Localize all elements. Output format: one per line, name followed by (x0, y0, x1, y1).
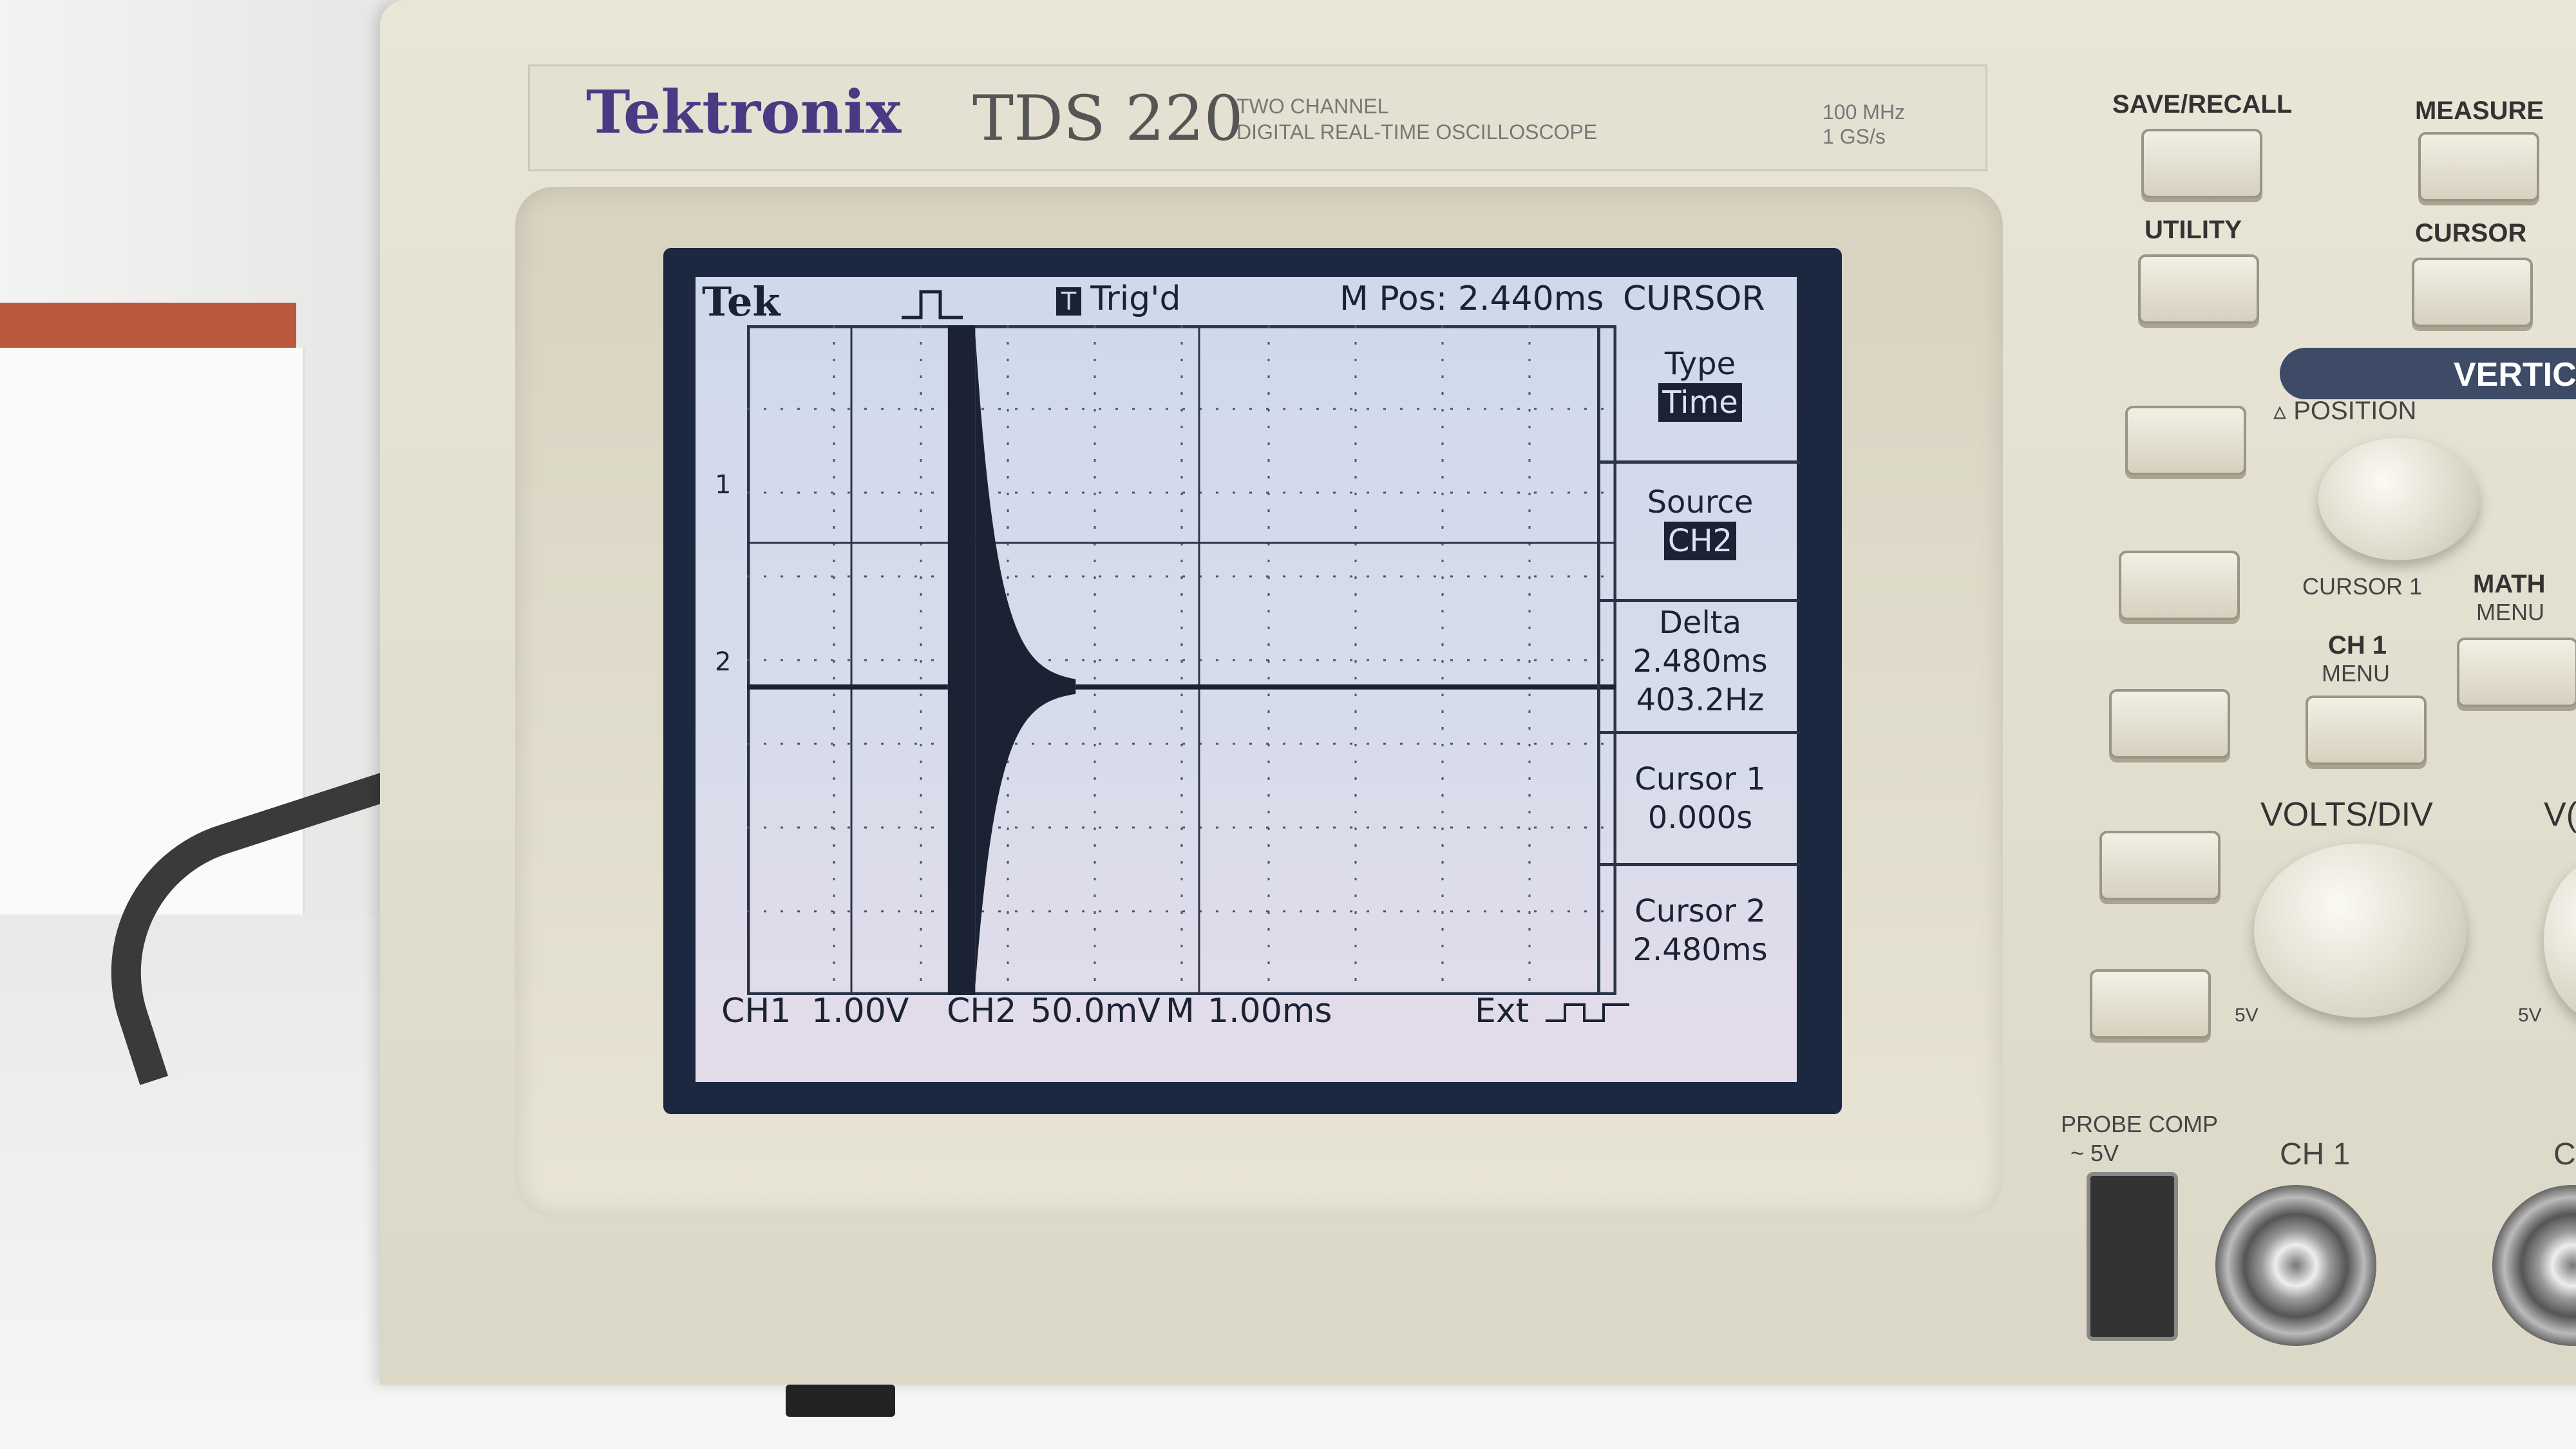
ch1-marker: 1 (715, 470, 732, 500)
menu-type-value: Time (1658, 383, 1742, 422)
menu-source[interactable]: Source CH2 (1600, 464, 1800, 602)
spec-bandwidth: 100 MHz (1823, 100, 1906, 124)
menu-cursor2-label: Cursor 2 (1634, 893, 1766, 929)
trigger-box: T (1056, 287, 1082, 316)
spec-label: 100 MHz 1 GS/s (1823, 100, 1905, 149)
m-label: M (1166, 992, 1195, 1030)
menu-cursor1[interactable]: Cursor 1 0.000s (1600, 734, 1800, 866)
ch1-scale: 1.00V (811, 992, 909, 1030)
menu-button-4[interactable] (2099, 831, 2221, 900)
ch1-bnc-connector[interactable] (2215, 1185, 2376, 1346)
menu-cursor1-label: Cursor 1 (1634, 761, 1766, 797)
menu-cursor2[interactable]: Cursor 2 2.480ms (1600, 866, 1800, 995)
tek-label: Tek (702, 278, 781, 325)
ch2-marker: 2 (715, 647, 732, 677)
menu-button-1[interactable] (2125, 406, 2246, 475)
menu-source-label: Source (1647, 484, 1754, 520)
probe-comp-terminal[interactable] (2087, 1172, 2178, 1341)
measure-button[interactable] (2418, 132, 2539, 202)
menu-delta-label: Delta (1658, 605, 1742, 641)
background-shelf (0, 303, 296, 353)
ch2-label: CH2 (947, 992, 1017, 1030)
trigger-status: T Trig'd (1056, 279, 1180, 318)
probe-comp-sub-label: ~ 5V (2070, 1140, 2119, 1166)
math-label: MATH (2473, 570, 2546, 598)
vertical-band (2280, 348, 2576, 399)
ch1-label: CH1 (721, 992, 791, 1030)
scope-foot (786, 1385, 895, 1417)
trigger-edge-icon (902, 290, 963, 319)
side-menu: Type Time Source CH2 Delta 2.480ms 403.2… (1597, 325, 1800, 995)
ext-label: Ext (1475, 992, 1530, 1030)
brand-strip (528, 64, 1987, 171)
ch2-scale: 50.0mV (1030, 992, 1161, 1030)
menu-type-label: Type (1664, 346, 1736, 382)
cursor-label: CURSOR (2415, 219, 2527, 247)
model-subtitle: TWO CHANNEL DIGITAL REAL-TIME OSCILLOSCO… (1236, 93, 1597, 145)
volts-div-label-2: V( (2544, 796, 2576, 833)
math-menu-label: MENU (2476, 599, 2544, 625)
spec-samplerate: 1 GS/s (1823, 125, 1886, 148)
five-volt-label-2: 5V (2518, 1005, 2542, 1026)
menu-button-5[interactable] (2090, 969, 2211, 1039)
utility-button[interactable] (2138, 254, 2259, 324)
volts-div-knob[interactable] (2254, 844, 2467, 1018)
probe-comp-label: PROBE COMP (2061, 1111, 2219, 1137)
cursor-button[interactable] (2412, 258, 2533, 327)
background-cabinet (0, 348, 305, 927)
subtitle-line-1: TWO CHANNEL (1236, 95, 1389, 118)
ch1-menu-sub-label: MENU (2322, 660, 2390, 687)
vertical-label: VERTIC (2454, 356, 2576, 393)
save-recall-button[interactable] (2141, 129, 2262, 198)
trigger-status-text: Trig'd (1090, 279, 1181, 318)
menu-cursor2-value: 2.480ms (1633, 932, 1768, 968)
position-label-text: POSITION (2293, 397, 2417, 425)
menu-delta-freq: 403.2Hz (1636, 682, 1765, 718)
brand-logo: Tektronix (586, 77, 902, 147)
measure-label: MEASURE (2415, 97, 2544, 125)
ch1-menu-button[interactable] (2306, 696, 2427, 765)
volts-div-label: VOLTS/DIV (2260, 796, 2433, 833)
menu-button-3[interactable] (2109, 689, 2230, 759)
utility-label: UTILITY (2145, 216, 2242, 244)
m-scale: 1.00ms (1208, 992, 1332, 1030)
menu-title: CURSOR (1623, 279, 1765, 318)
trigger-slope-icon (1546, 1003, 1629, 1022)
waveform-graticule (747, 325, 1616, 995)
menu-button-2[interactable] (2119, 551, 2240, 620)
menu-type[interactable]: Type Time (1600, 325, 1800, 464)
cursor1-label: CURSOR 1 (2302, 573, 2423, 600)
menu-cursor1-value: 0.000s (1647, 800, 1753, 836)
model-name: TDS 220 (972, 82, 1244, 155)
five-volt-label: 5V (2235, 1005, 2259, 1026)
menu-delta: Delta 2.480ms 403.2Hz (1600, 602, 1800, 734)
menu-delta-time: 2.480ms (1633, 643, 1768, 679)
ch1-menu-label: CH 1 (2328, 631, 2387, 659)
math-menu-button[interactable] (2457, 638, 2576, 707)
ch2-input-label: C (2553, 1137, 2576, 1171)
position-knob[interactable] (2318, 438, 2479, 560)
waveform-burst (947, 325, 976, 995)
m-position: M Pos: 2.440ms (1340, 279, 1604, 318)
position-label: ▵ POSITION (2273, 397, 2417, 425)
save-recall-label: SAVE/RECALL (2112, 90, 2293, 118)
menu-source-value: CH2 (1663, 522, 1737, 560)
lcd-display: Tek T Trig'd M Pos: 2.440ms CURSOR 1 2 Ty… (696, 277, 1800, 1082)
subtitle-line-2: DIGITAL REAL-TIME OSCILLOSCOPE (1236, 120, 1598, 144)
ch1-input-label: CH 1 (2280, 1137, 2351, 1171)
waveform-decay (975, 325, 1076, 986)
